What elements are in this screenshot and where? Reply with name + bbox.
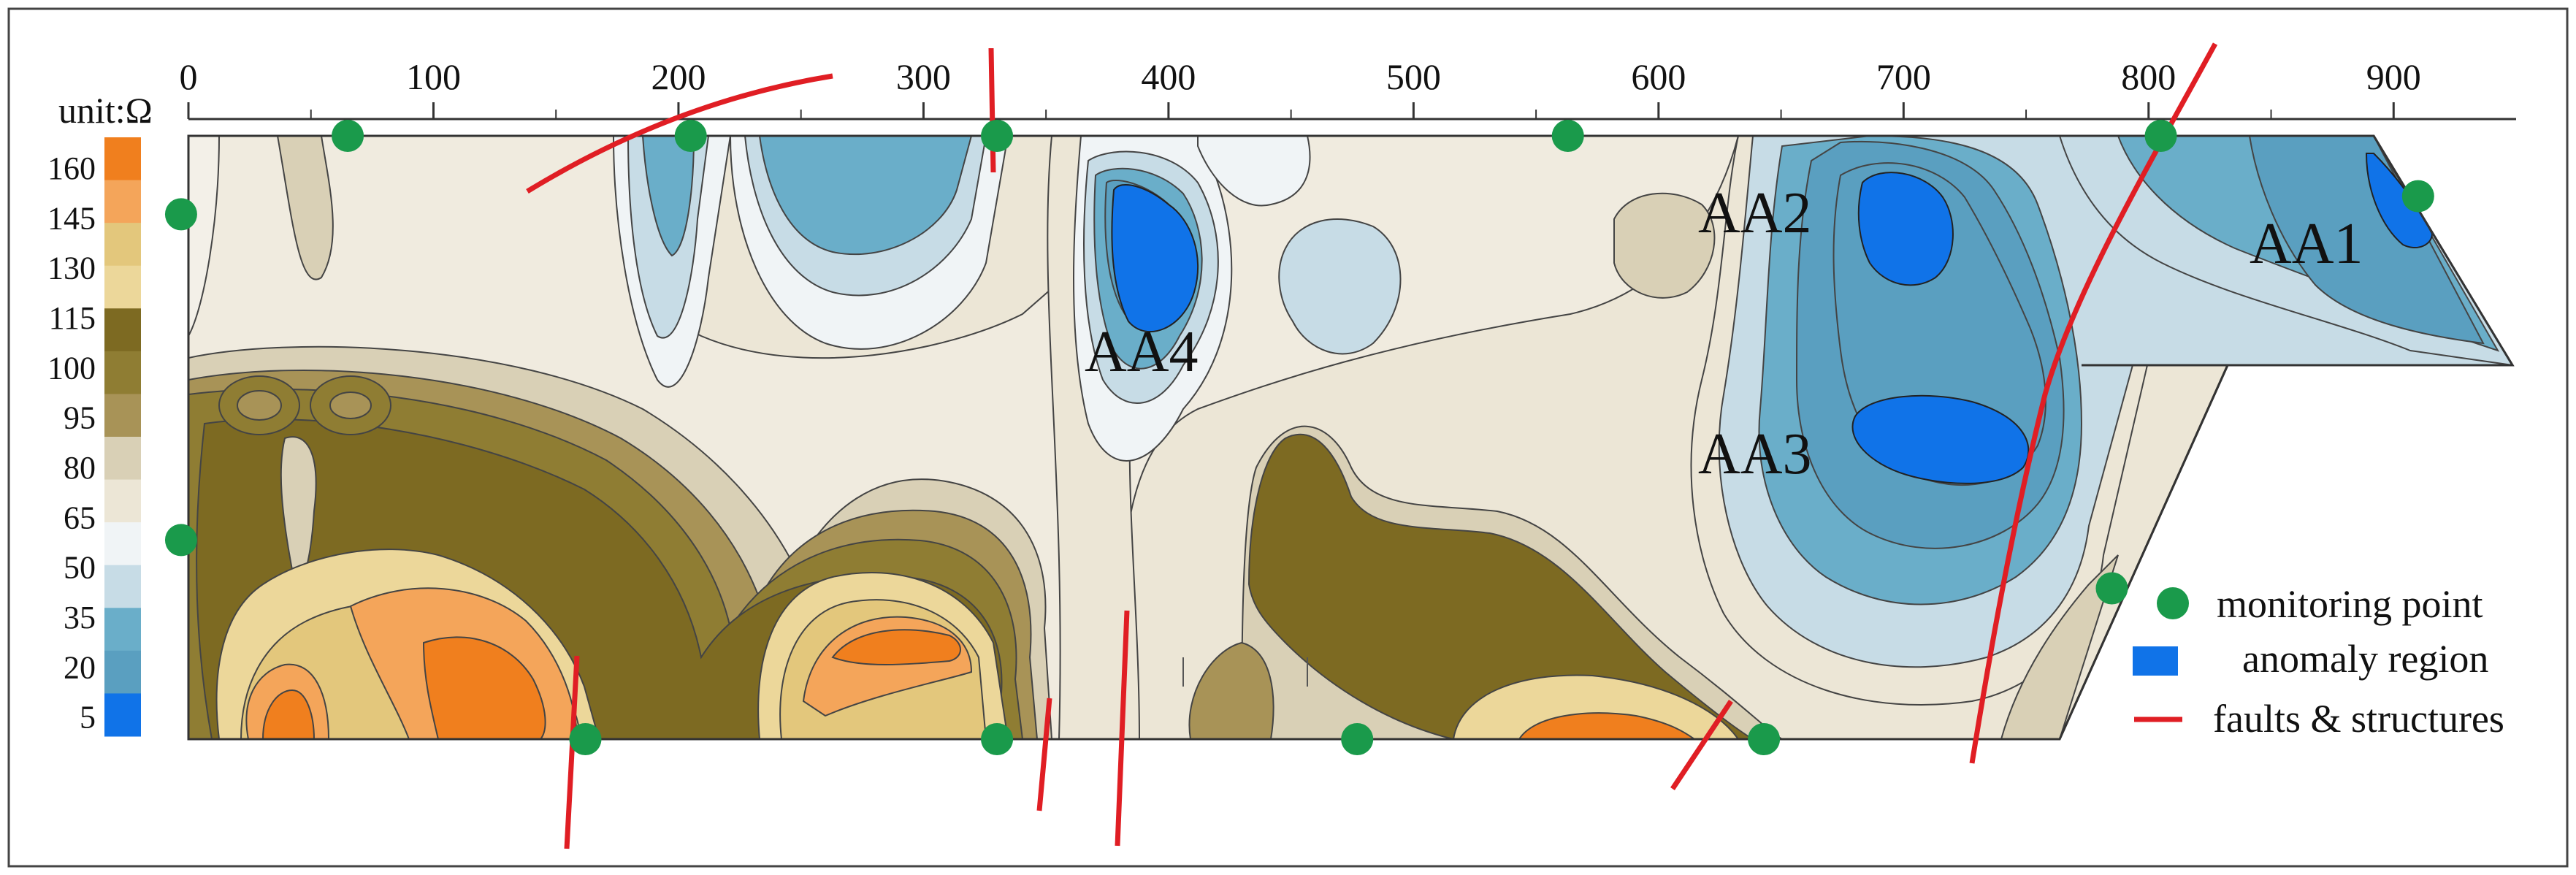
colorbar-swatch	[104, 479, 141, 523]
monitoring-point	[981, 723, 1014, 755]
monitoring-points-layer	[164, 120, 2434, 755]
x-tick-label: 600	[1631, 56, 1686, 97]
x-axis: 0 100 200 300 400 500 600 700 800 900	[180, 56, 2516, 121]
fault-line	[564, 655, 580, 849]
colorbar-swatch	[104, 565, 141, 608]
x-tick-label: 300	[896, 56, 951, 97]
monitoring-point	[2144, 120, 2177, 152]
figure-frame	[7, 7, 2569, 868]
anomaly-region-aa3	[1851, 394, 2030, 484]
legend-faults-label: faults & structures	[2213, 697, 2504, 741]
colorbar-swatch	[104, 608, 141, 652]
colorbar-tick-label: 130	[47, 251, 96, 286]
colorbar-tick-label: 115	[49, 300, 96, 336]
colorbar-unit-label: unit:Ω	[58, 90, 153, 131]
anomaly-labels: AA1 AA2 AA3 AA4	[1085, 181, 2363, 486]
colorbar-swatch	[104, 437, 141, 481]
x-tick-label: 800	[2121, 56, 2176, 97]
colorbar-swatch	[104, 351, 141, 394]
monitoring-point	[2095, 572, 2128, 605]
faults-layer	[526, 42, 2218, 849]
colorbar-tick-label: 65	[64, 500, 96, 535]
fault-line	[1115, 610, 1130, 847]
x-tick-label: 200	[651, 56, 706, 97]
fault-line	[1036, 698, 1052, 811]
legend-monitoring-point-marker	[2157, 587, 2189, 619]
monitoring-point	[981, 120, 1014, 152]
monitoring-point	[674, 120, 707, 152]
x-tick-label: 500	[1386, 56, 1441, 97]
x-tick-label: 0	[180, 56, 198, 97]
anomaly-region-aa2	[1857, 172, 1954, 286]
monitoring-point	[1748, 723, 1781, 755]
x-tick-label: 900	[2366, 56, 2421, 97]
anomaly-region-aa1	[2365, 153, 2434, 248]
contour-map	[187, 134, 2515, 741]
monitoring-point	[569, 723, 602, 755]
colorbar-swatch	[104, 693, 141, 737]
fault-line	[988, 47, 996, 173]
colorbar-swatch	[104, 308, 141, 352]
colorbar-tick-label: 80	[64, 450, 96, 486]
legend: monitoring point anomaly region faults &…	[2133, 582, 2504, 741]
colorbar-swatch	[104, 137, 141, 181]
anomaly-region-aa4	[1111, 183, 1199, 333]
fault-line	[1670, 700, 1733, 790]
fault-line	[526, 73, 833, 194]
monitoring-point	[2401, 180, 2434, 213]
colorbar-swatch	[104, 265, 141, 309]
colorbar-tick-label: 50	[64, 550, 96, 586]
monitoring-point	[1551, 120, 1584, 152]
colorbar-tick-label: 5	[80, 700, 96, 735]
x-tick-label: 700	[1876, 56, 1931, 97]
legend-anomaly-region-label: anomaly region	[2242, 637, 2488, 681]
colorbar-swatch	[104, 394, 141, 438]
anomaly-label-aa3: AA3	[1698, 422, 1812, 486]
colorbar-tick-label: 145	[47, 200, 96, 236]
monitoring-point	[1341, 723, 1374, 755]
legend-monitoring-point-label: monitoring point	[2217, 582, 2483, 626]
colorbar-tick-label: 20	[64, 649, 96, 685]
anomaly-label-aa2: AA2	[1698, 181, 1812, 245]
colorbar-tick-label: 100	[47, 350, 96, 386]
monitoring-point	[164, 524, 197, 557]
colorbar-swatch	[104, 522, 141, 566]
colorbar-swatch	[104, 180, 141, 223]
colorbar: unit:Ω 160 145 130 115 100 95 80 65 50 35 20 5	[47, 90, 153, 737]
x-tick-label: 100	[406, 56, 461, 97]
monitoring-point	[332, 120, 364, 152]
fault-line	[1969, 42, 2218, 764]
anomaly-label-aa4: AA4	[1085, 320, 1199, 384]
anomaly-label-aa1: AA1	[2250, 212, 2363, 276]
colorbar-tick-label: 35	[64, 600, 96, 635]
x-tick-label: 400	[1141, 56, 1196, 97]
legend-anomaly-region-marker	[2133, 646, 2178, 676]
colorbar-swatch	[104, 650, 141, 694]
colorbar-tick-label: 95	[64, 400, 96, 436]
monitoring-point	[164, 198, 197, 231]
colorbar-swatch	[104, 223, 141, 267]
colorbar-tick-label: 160	[47, 150, 96, 186]
